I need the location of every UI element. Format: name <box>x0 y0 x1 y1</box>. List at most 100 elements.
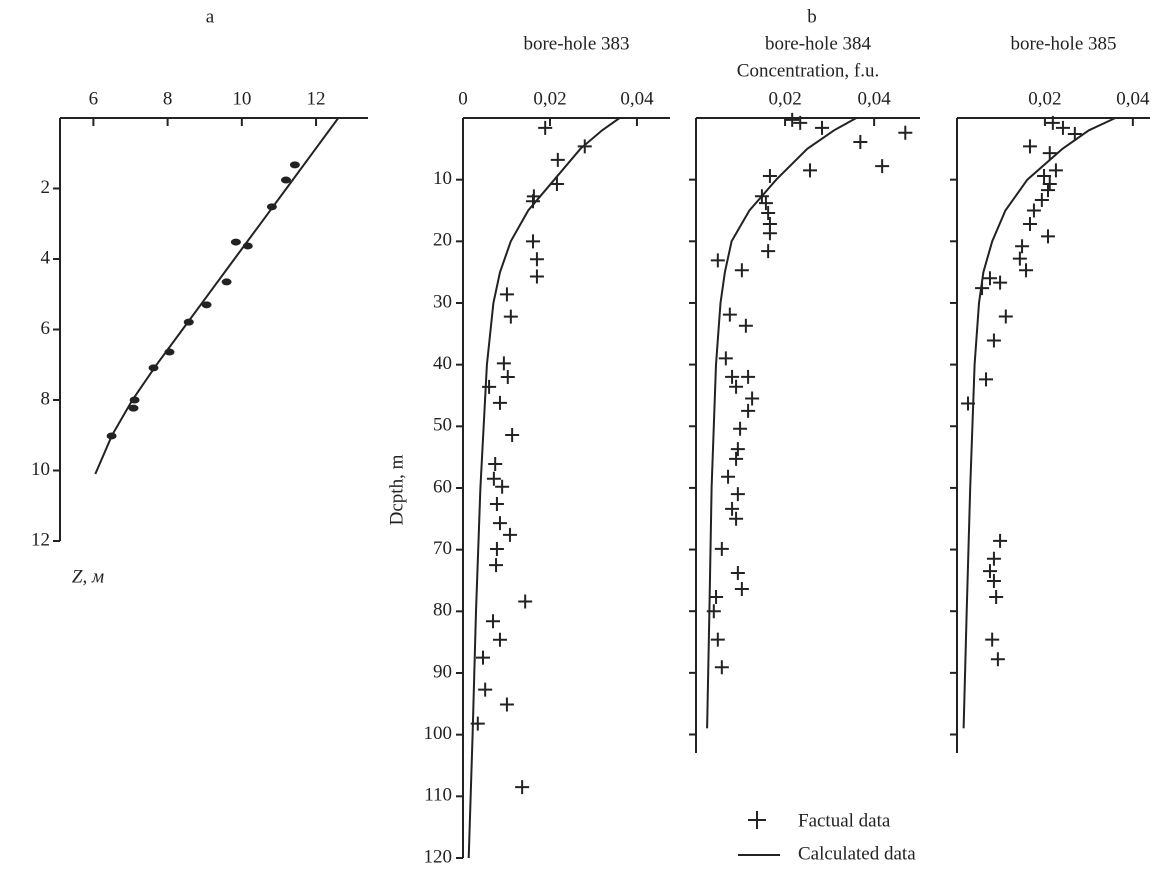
x-axis-label: Concentration, f.u. <box>737 60 879 81</box>
factual-point <box>492 632 507 647</box>
factual-point <box>201 301 212 309</box>
x-tick-label: 12 <box>307 88 326 109</box>
y-tick-label: 10 <box>31 459 50 480</box>
factual-point <box>729 451 744 466</box>
chart-title: bore-hole 383 <box>523 33 629 54</box>
calculated-curve <box>467 117 621 859</box>
factual-point <box>518 594 533 609</box>
factual-point <box>1042 146 1057 161</box>
factual-point <box>128 404 139 412</box>
factual-point <box>986 551 1001 566</box>
factual-point <box>729 379 744 394</box>
factual-point <box>489 542 504 557</box>
factual-point <box>515 780 530 795</box>
factual-point <box>815 120 830 135</box>
factual-point <box>230 238 241 246</box>
factual-point <box>470 716 485 731</box>
y-tick-label: 10 <box>433 168 452 189</box>
factual-point <box>985 632 1000 647</box>
group-label: b <box>807 6 817 27</box>
factual-point <box>550 152 565 167</box>
factual-point <box>1012 251 1027 266</box>
y-tick-label: 50 <box>433 415 452 436</box>
factual-point <box>986 333 1001 348</box>
x-tick-label: 0,02 <box>768 88 801 109</box>
factual-point <box>1042 176 1057 191</box>
factual-point <box>1041 229 1055 244</box>
factual-point <box>502 527 517 542</box>
factual-point <box>529 252 544 267</box>
factual-point <box>960 396 975 411</box>
factual-point <box>1055 120 1070 135</box>
factual-point <box>577 139 592 154</box>
factual-point <box>761 205 776 220</box>
factual-point <box>714 660 729 675</box>
x-tick-label: 0,02 <box>1028 88 1061 109</box>
factual-point <box>730 442 745 457</box>
y-tick-label: 40 <box>433 353 452 374</box>
factual-point <box>1026 203 1041 218</box>
y-tick-label: 4 <box>41 247 51 268</box>
factual-point <box>993 533 1008 548</box>
factual-point <box>164 348 175 356</box>
factual-point <box>1041 183 1055 198</box>
factual-point <box>722 307 737 322</box>
y-tick-label: 70 <box>433 538 452 559</box>
factual-point <box>529 269 544 284</box>
x-tick-label: 10 <box>232 88 251 109</box>
factual-point <box>1019 263 1034 278</box>
calculated-curve <box>706 117 857 729</box>
chart-title: bore-hole 385 <box>1010 33 1116 54</box>
factual-point <box>1022 217 1037 232</box>
x-tick-label: 0 <box>458 88 468 109</box>
legend-label: Factual data <box>798 810 891 831</box>
factual-point <box>1037 168 1052 183</box>
factual-point <box>741 369 756 384</box>
factual-point <box>1045 115 1060 130</box>
factual-point <box>979 372 994 387</box>
factual-point <box>489 558 504 573</box>
factual-point <box>710 632 725 647</box>
factual-point <box>762 226 777 241</box>
factual-point <box>875 159 890 174</box>
factual-point <box>505 427 520 442</box>
factual-point <box>221 278 232 286</box>
factual-point <box>492 516 507 531</box>
factual-point <box>1034 192 1049 207</box>
factual-point <box>526 234 541 249</box>
x-tick-label: 0,04 <box>1116 88 1150 109</box>
y-axis-label: Dcpth, m <box>386 454 407 525</box>
legend-label: Calculated data <box>798 843 916 864</box>
y-tick-label: 120 <box>424 846 453 867</box>
factual-point <box>549 176 564 191</box>
x-tick-label: 0,04 <box>858 88 892 109</box>
factual-point <box>242 242 253 250</box>
factual-point <box>803 163 818 178</box>
factual-point <box>725 501 740 516</box>
factual-point <box>982 271 997 286</box>
factual-point <box>1067 127 1082 142</box>
factual-point <box>709 590 724 605</box>
y-tick-label: 8 <box>41 388 51 409</box>
factual-point <box>280 176 291 184</box>
factual-point <box>526 194 541 209</box>
factual-point <box>982 564 997 579</box>
factual-point <box>898 125 913 140</box>
x-tick-label: 0,04 <box>620 88 654 109</box>
y-tick-label: 60 <box>433 476 452 497</box>
factual-point <box>986 573 1001 588</box>
factual-point <box>729 511 744 526</box>
factual-point <box>486 471 501 486</box>
factual-point <box>1015 239 1030 254</box>
factual-point <box>499 287 514 302</box>
factual-point <box>1022 139 1037 154</box>
factual-point <box>793 115 808 130</box>
factual-point <box>500 370 515 384</box>
factual-point <box>734 263 749 278</box>
y-tick-label: 6 <box>41 318 51 339</box>
factual-point <box>745 391 760 406</box>
y-tick-label: 110 <box>424 785 452 806</box>
factual-point <box>486 614 501 629</box>
factual-point <box>730 565 745 580</box>
